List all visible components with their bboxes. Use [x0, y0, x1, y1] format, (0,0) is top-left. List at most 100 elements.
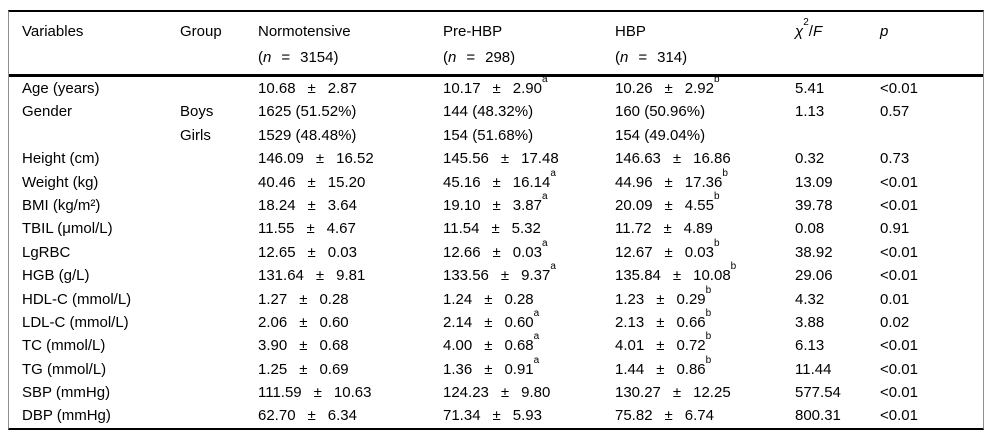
significance-superscript: b	[705, 331, 712, 343]
hbp-header-label: HBP	[615, 23, 646, 40]
mean-value: 10.26	[615, 80, 653, 97]
mean-value: 19.10	[443, 196, 481, 214]
sd-value: 0.86	[676, 360, 706, 378]
cell-variable	[9, 124, 180, 147]
cell-pre-hbp: 71.34 ±5.93	[443, 404, 615, 427]
sd-value: 2.90	[512, 80, 542, 97]
cell-pre-hbp: 1.24 ±0.28	[443, 288, 615, 311]
cell-chi-f: 0.32	[795, 150, 825, 168]
cell-hbp: 130.27 ±12.25	[615, 381, 795, 404]
cell-p: <0.01	[880, 196, 918, 214]
n-symbol: n	[448, 49, 457, 66]
table-row: TBIL (μmol/L) 11.55 ±4.67 11.54 ±5.32 11.7…	[9, 217, 983, 240]
plus-minus-symbol: ±	[492, 196, 501, 214]
cell-pre-hbp: 4.00 ±0.68a	[443, 331, 615, 357]
plus-minus-symbol: ±	[492, 80, 501, 97]
cell-hbp: 135.84 ±10.08b	[615, 262, 795, 287]
plus-minus-symbol: ±	[307, 243, 316, 261]
cell-group	[180, 264, 258, 287]
cell-hbp: 75.82 ±6.74	[615, 404, 795, 427]
plus-minus-symbol: ±	[664, 407, 673, 425]
chi-exponent: 2	[803, 17, 809, 28]
header-spacer	[9, 45, 180, 71]
mean-value: 12.66	[443, 243, 481, 261]
significance-superscript: a	[533, 354, 540, 366]
mean-value: 44.96	[615, 173, 653, 191]
mean-value: 11.55	[258, 220, 295, 238]
mean-value: 1.27	[258, 290, 288, 308]
cell-chi-f: 11.44	[795, 360, 832, 378]
plus-minus-symbol: ±	[491, 220, 500, 238]
cell-hbp: 146.63 ±16.86	[615, 147, 795, 170]
significance-superscript: a	[533, 331, 540, 343]
table-header: Variables Group Normotensive Pre-HBP HBP…	[9, 12, 983, 77]
sd-value: 4.89	[683, 220, 713, 238]
col-header-normotensive: Normotensive	[258, 19, 443, 45]
equals-sign: =	[466, 49, 476, 66]
p-header-label: p	[880, 23, 889, 40]
cell-p	[880, 124, 983, 147]
cell-group	[180, 404, 258, 427]
sd-value: 15.20	[327, 173, 366, 191]
sd-value: 0.28	[319, 290, 349, 308]
plus-minus-symbol: ±	[484, 290, 493, 308]
table-row: TC (mmol/L) 3.90 ±0.68 4.00 ±0.68a 4.01 ±0.…	[9, 331, 983, 357]
cell-variable: TBIL (μmol/L)	[22, 220, 113, 238]
cell-variable: Height (cm)	[22, 150, 100, 168]
count-percent-value: 1529 (48.48%)	[258, 126, 357, 144]
mean-value: 11.54	[443, 220, 480, 238]
table-row: HDL-C (mmol/L) 1.27 ±0.28 1.24 ±0.28 1.23 ±…	[9, 285, 983, 311]
mean-value: 10.17	[443, 80, 481, 97]
cell-group: Boys	[180, 103, 214, 121]
sd-value: 0.91	[504, 360, 534, 378]
n-symbol: n	[620, 49, 629, 66]
mean-value: 1.25	[258, 360, 288, 378]
cell-p: 0.57	[880, 103, 910, 121]
cell-pre-hbp: 11.54 ±5.32	[443, 217, 615, 240]
plus-minus-symbol: ±	[492, 243, 501, 261]
sd-value: 10.63	[333, 384, 372, 402]
cell-group: Girls	[180, 126, 211, 144]
sd-value: 0.03	[327, 243, 357, 261]
sd-value: 0.03	[512, 243, 542, 261]
mean-value: 10.68	[258, 80, 296, 97]
plus-minus-symbol: ±	[664, 243, 673, 261]
sd-value: 4.55	[684, 196, 714, 214]
table-row: SBP (mmHg) 111.59 ±10.63 124.23 ±9.80 130.…	[9, 381, 983, 404]
header-row-labels: Variables Group Normotensive Pre-HBP HBP…	[9, 17, 983, 45]
plus-minus-symbol: ±	[307, 80, 316, 97]
cell-variable: LgRBC	[22, 243, 71, 261]
cell-chi-f: 39.78	[795, 196, 833, 214]
col-header-p: p	[880, 19, 983, 45]
cell-normotensive: 131.64 ±9.81	[258, 264, 443, 287]
cell-p: <0.01	[880, 80, 918, 97]
cell-group	[180, 171, 258, 194]
col-header-chi-f: χ2/F	[795, 17, 880, 45]
sd-value: 0.60	[504, 313, 534, 331]
cell-variable: BMI (kg/m²)	[22, 196, 101, 214]
sd-value: 3.87	[512, 196, 542, 214]
mean-value: 40.46	[258, 173, 296, 191]
cell-chi-f: 0.08	[795, 220, 825, 238]
table-row: Height (cm) 146.09 ±16.52 145.56 ±17.48 14…	[9, 147, 983, 170]
table-row: DBP (mmHg) 62.70 ±6.34 71.34 ±5.93 75.82 ±6…	[9, 404, 983, 427]
plus-minus-symbol: ±	[307, 196, 316, 214]
sd-value: 0.29	[676, 290, 706, 308]
table-body: Age (years) 10.68 ±2.87 10.17 ±2.90a 10.26…	[9, 75, 983, 428]
significance-superscript: b	[722, 167, 728, 179]
sd-value: 16.86	[693, 150, 731, 168]
cell-normotensive: 40.46 ±15.20	[258, 171, 443, 194]
cell-normotensive: 3.90 ±0.68	[258, 334, 443, 357]
hbp-n-count: (n = 314)	[615, 45, 795, 71]
pre-hbp-n-count: (n = 298)	[443, 45, 615, 71]
plus-minus-symbol: ±	[672, 384, 682, 402]
cell-variable: Age (years)	[22, 80, 100, 97]
mean-value: 75.82	[615, 407, 653, 425]
significance-superscript: a	[550, 261, 556, 273]
mean-value: 4.00	[443, 337, 473, 355]
table-row: Age (years) 10.68 ±2.87 10.17 ±2.90a 10.26…	[9, 75, 983, 100]
plus-minus-symbol: ±	[484, 360, 493, 378]
plus-minus-symbol: ±	[299, 337, 308, 355]
sd-value: 0.68	[319, 337, 349, 355]
plus-minus-symbol: ±	[307, 407, 316, 425]
